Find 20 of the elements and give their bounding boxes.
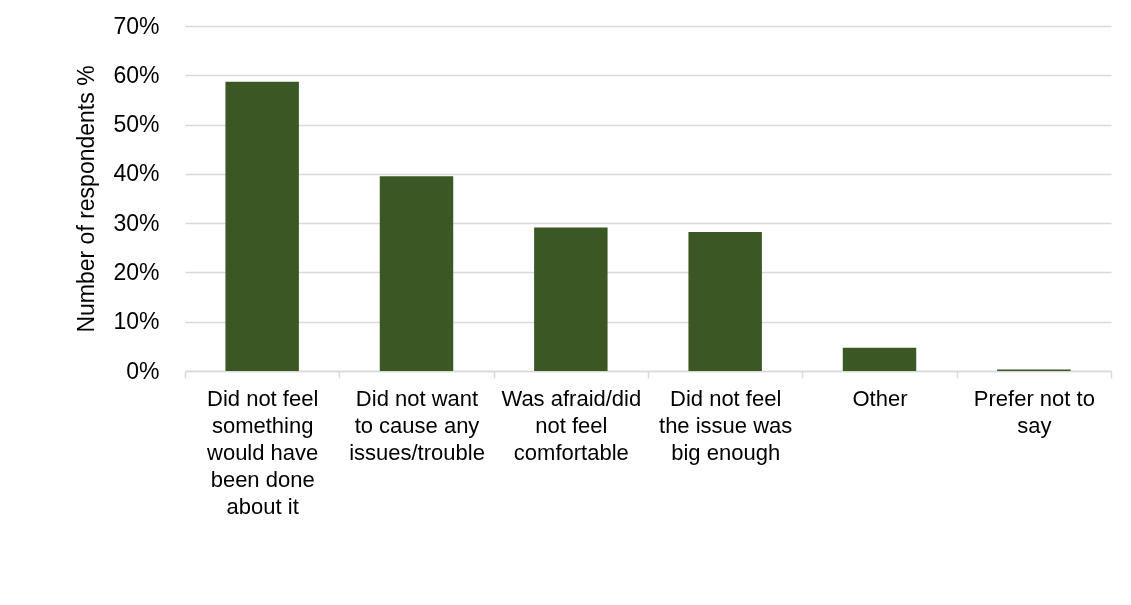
bar bbox=[842, 347, 917, 371]
x-tick-label: Other bbox=[852, 385, 908, 411]
y-tick-label: 70% bbox=[113, 12, 160, 39]
x-tick-label: Prefer not to say bbox=[973, 385, 1095, 438]
y-tick-label: 30% bbox=[113, 209, 160, 236]
y-tick-label: 10% bbox=[113, 308, 160, 335]
bar bbox=[534, 227, 608, 371]
y-tick-label: 40% bbox=[113, 160, 160, 187]
bar bbox=[688, 232, 762, 371]
x-tick-label: Did not feel something would have been done about it bbox=[206, 385, 319, 519]
y-tick-label: 0% bbox=[126, 357, 160, 384]
x-tick-label: Did not feel the issue was big enough bbox=[659, 385, 793, 465]
y-tick-label: 60% bbox=[113, 61, 160, 88]
x-tick-label: Did not want to cause any issues/trouble bbox=[349, 385, 485, 465]
bar bbox=[225, 81, 299, 371]
bar bbox=[379, 176, 454, 371]
y-tick-label: 20% bbox=[113, 258, 160, 285]
x-tick-label: Was afraid/did not feel comfortable bbox=[501, 385, 642, 465]
y-tick-label: 50% bbox=[113, 111, 160, 138]
y-axis-title: Number of respondents % bbox=[73, 65, 100, 333]
